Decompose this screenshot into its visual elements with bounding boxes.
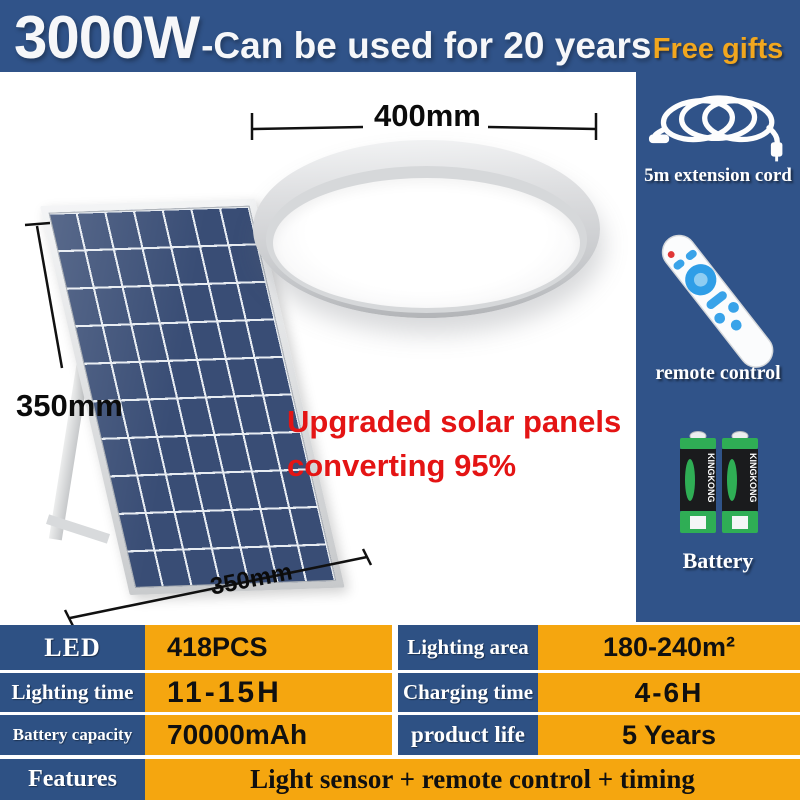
claim-line-2: converting 95% — [287, 448, 517, 483]
wattage-title: 3000W — [14, 4, 200, 71]
banner-subtitle: -Can be used for 20 years — [201, 25, 652, 66]
extension-cord-icon — [648, 95, 783, 162]
spec-value-battery-capacity: 70000mAh — [145, 715, 392, 755]
spec-label-led: LED — [0, 625, 145, 670]
battery-label: Battery — [682, 548, 754, 573]
spec-value-product-life: 5 Years — [538, 715, 800, 755]
ceiling-light-image — [253, 140, 600, 318]
remote-control-label: remote control — [655, 362, 781, 384]
light-diameter-label: 400mm — [374, 98, 481, 133]
battery-brand-text: KINGKONG — [748, 453, 758, 503]
spec-value-led: 418PCS — [145, 625, 392, 670]
spec-value-features: Light sensor + remote control + timing — [145, 759, 800, 800]
spec-label-charging-time: Charging time — [398, 673, 538, 712]
spec-value-lighting-time: 11-15H — [145, 673, 392, 712]
battery-icon: KINGKONG KINGKONG — [680, 431, 758, 533]
remote-control-icon — [661, 234, 774, 368]
spec-label-features: Features — [0, 759, 145, 800]
spec-label-battery-capacity: Battery capacity — [0, 715, 145, 755]
spec-label-product-life: product life — [398, 715, 538, 755]
battery-brand-text: KINGKONG — [706, 453, 716, 503]
ceiling-light-face — [273, 178, 580, 308]
spec-table: LED 418PCS Lighting area 180-240m² Light… — [0, 625, 800, 800]
claim-line-1: Upgraded solar panels — [287, 404, 622, 439]
header-banner: 3000W -Can be used for 20 years — [0, 0, 800, 72]
spec-value-lighting-area: 180-240m² — [538, 625, 800, 670]
spec-label-lighting-time: Lighting time — [0, 673, 145, 712]
panel-height-label: 350mm — [16, 388, 123, 423]
free-gifts-heading: Free gifts — [652, 33, 784, 65]
spec-label-lighting-area: Lighting area — [398, 625, 538, 670]
spec-value-charging-time: 4-6H — [538, 673, 800, 712]
extension-cord-label: 5m extension cord — [644, 165, 792, 186]
